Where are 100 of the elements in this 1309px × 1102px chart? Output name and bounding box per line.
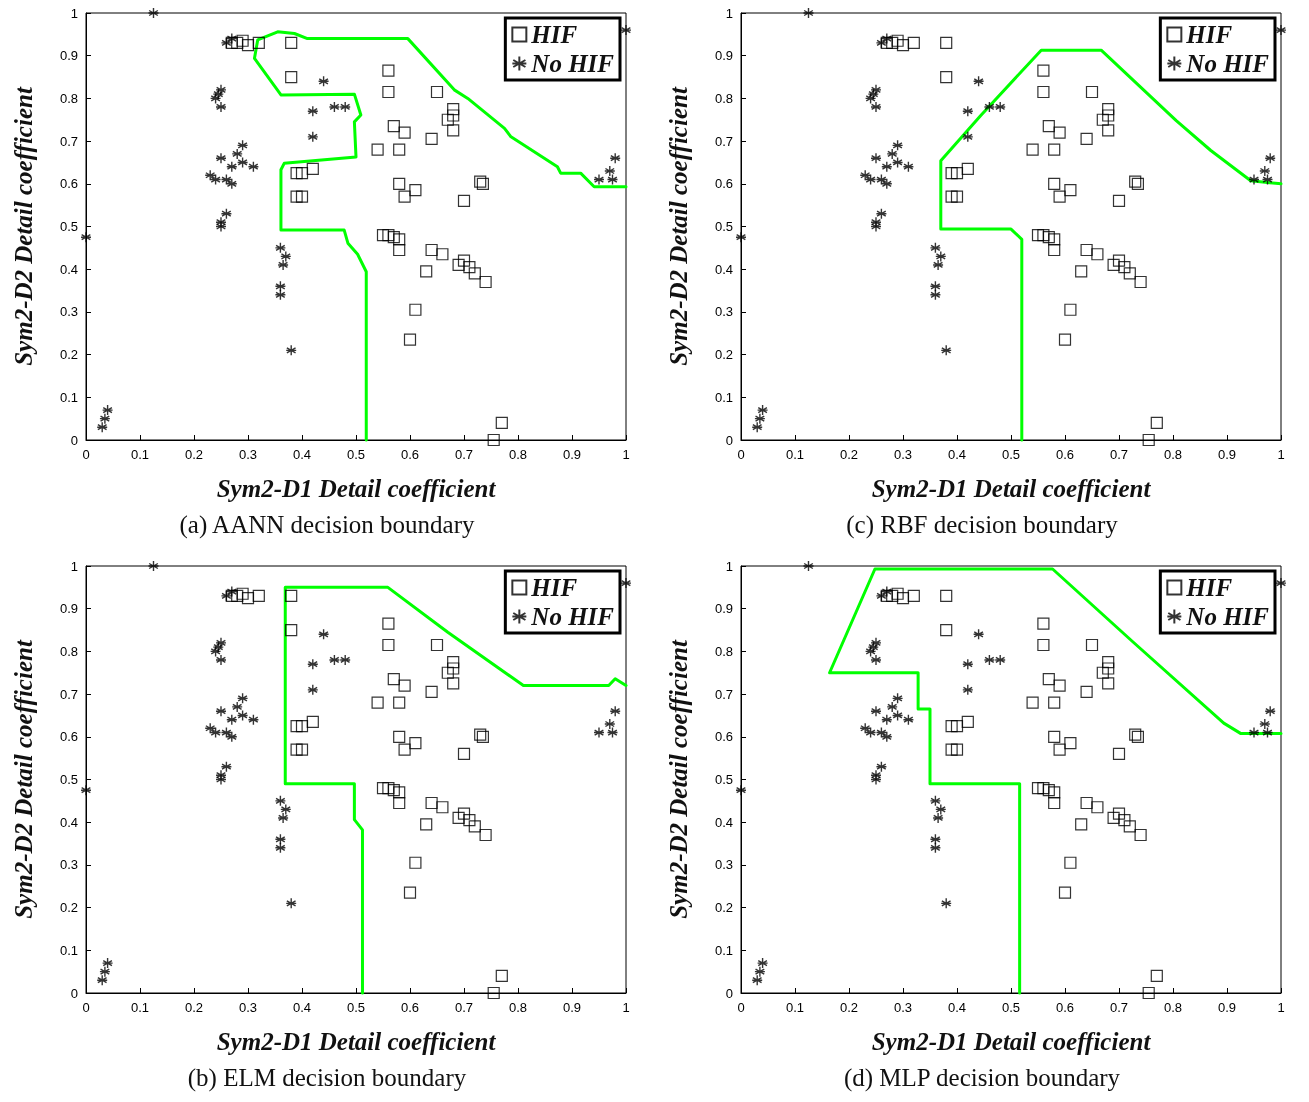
point [950, 720, 964, 733]
point [604, 718, 616, 730]
point [80, 231, 92, 243]
point [880, 36, 893, 49]
point [881, 161, 893, 173]
x-tick-label: 0.5 [1001, 1000, 1021, 1015]
point [1053, 679, 1066, 692]
point [1053, 190, 1066, 203]
point [867, 88, 879, 100]
point [1037, 617, 1050, 630]
y-tick-label: 0.8 [714, 643, 733, 659]
point [935, 250, 947, 263]
y-tick-label: 0.7 [59, 686, 78, 702]
point [495, 969, 508, 983]
point [452, 258, 465, 272]
y-tick-label: 0.5 [714, 772, 733, 787]
point [891, 709, 904, 722]
x-tick-label: 0.4 [292, 447, 312, 462]
point [295, 190, 309, 203]
legend-label: HIF [530, 21, 578, 48]
point [864, 645, 877, 658]
x-tick-label: 0.3 [893, 1000, 913, 1015]
point [382, 228, 395, 242]
point [215, 101, 227, 113]
x-tick-label: 0.8 [508, 1000, 528, 1015]
point [393, 177, 406, 190]
x-tick-label: 0.2 [839, 447, 859, 462]
point [875, 760, 888, 773]
point [295, 720, 309, 733]
point [1042, 784, 1055, 797]
point [870, 773, 882, 786]
point [225, 36, 238, 49]
x-tick-label: 0.4 [947, 447, 967, 462]
point [436, 248, 449, 261]
legend-label: HIF [1185, 21, 1233, 48]
point [274, 242, 287, 254]
point [285, 897, 297, 910]
point [1053, 126, 1066, 139]
x-tick-label: 1 [1277, 1000, 1285, 1015]
point [870, 84, 882, 96]
point [382, 64, 395, 77]
point [487, 433, 500, 447]
x-tick-label: 0.2 [184, 447, 204, 462]
point [945, 743, 958, 756]
point [382, 781, 395, 795]
point [231, 701, 243, 713]
point [387, 784, 400, 797]
point [241, 591, 255, 605]
point [317, 75, 330, 88]
x-tick-label: 0.8 [1163, 447, 1183, 462]
point [231, 589, 244, 602]
point [307, 105, 319, 117]
point [902, 161, 915, 173]
point [950, 167, 964, 180]
line-series [828, 567, 1283, 995]
point [1031, 781, 1045, 795]
x-axis-title: Sym2-D1 Detail coefficient [216, 475, 497, 502]
point [215, 152, 227, 164]
x-tick-label: 0.5 [1001, 447, 1021, 462]
y-tick-label: 1 [70, 5, 78, 21]
point [802, 560, 815, 572]
point [274, 842, 287, 854]
y-tick-label: 0.5 [714, 219, 733, 234]
point [398, 679, 411, 692]
point [252, 36, 265, 49]
point [457, 747, 471, 760]
point [1048, 143, 1061, 156]
point [1075, 265, 1088, 278]
x-tick-label: 0.9 [562, 1000, 582, 1015]
point [403, 333, 417, 346]
point [875, 37, 888, 49]
text: (b) ELM decision boundary [187, 1064, 467, 1092]
y-tick-label: 0.6 [714, 176, 733, 192]
point [479, 275, 492, 289]
point [447, 677, 460, 690]
point [1102, 102, 1115, 116]
y-tick-label: 0.7 [59, 133, 78, 149]
y-tick-label: 0.8 [59, 90, 78, 106]
point [1042, 673, 1055, 686]
point [756, 957, 769, 969]
point [1058, 333, 1072, 346]
line-series [939, 48, 1283, 442]
point [881, 714, 893, 726]
point [929, 242, 942, 254]
point [225, 589, 238, 602]
point [891, 156, 904, 169]
point [907, 36, 920, 49]
point [247, 714, 260, 726]
point [881, 585, 893, 598]
point [1150, 416, 1163, 430]
y-tick-label: 0.4 [59, 814, 78, 830]
point [1112, 747, 1126, 760]
point [929, 280, 942, 292]
point [295, 167, 309, 180]
point [1080, 132, 1093, 146]
point [285, 344, 297, 357]
point [220, 760, 233, 773]
y-tick-label: 0.4 [714, 814, 733, 830]
point [425, 796, 438, 810]
point [307, 131, 319, 143]
